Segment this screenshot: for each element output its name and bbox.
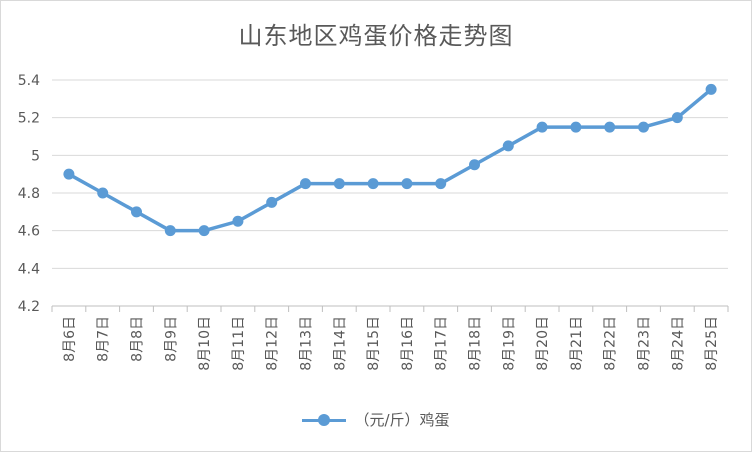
data-point xyxy=(671,112,683,124)
legend-label: （元/斤）鸡蛋 xyxy=(354,411,450,429)
x-tick-label: 8月6日 xyxy=(62,316,78,362)
chart-title: 山东地区鸡蛋价格走势图 xyxy=(238,22,514,50)
y-tick-label: 4.8 xyxy=(18,186,40,202)
x-tick-label: 8月23日 xyxy=(637,316,653,371)
x-tick-label: 8月9日 xyxy=(163,316,179,362)
x-tick-label: 8月20日 xyxy=(535,316,551,371)
data-point xyxy=(164,225,176,237)
x-tick-label: 8月15日 xyxy=(366,316,382,371)
x-tick-label: 8月22日 xyxy=(603,316,619,371)
legend: （元/斤）鸡蛋 xyxy=(0,409,752,430)
x-tick-label: 8月10日 xyxy=(197,316,213,371)
data-point xyxy=(705,83,717,95)
data-point xyxy=(502,140,514,152)
y-axis-ticks: 4.2 4.4 4.6 4.8 5 5.2 5.4 xyxy=(18,73,40,315)
data-point xyxy=(536,121,548,133)
grid-layer xyxy=(52,79,728,307)
x-tick-label: 8月24日 xyxy=(670,316,686,371)
y-tick-label: 5.2 xyxy=(18,111,40,127)
data-point xyxy=(198,225,210,237)
x-tick-label: 8月25日 xyxy=(704,316,720,371)
x-tick-label: 8月19日 xyxy=(501,316,517,371)
x-tick-label: 8月14日 xyxy=(332,316,348,371)
x-axis-ticks: 8月6日 8月7日 8月8日 8月9日 8月10日 8月11日 8月12日 8月13日 8月14… xyxy=(51,306,729,371)
x-tick-label: 8月11日 xyxy=(231,316,247,371)
x-tick-label: 8月8日 xyxy=(130,316,146,362)
x-tick-label: 8月12日 xyxy=(265,316,281,371)
x-tick-label: 8月18日 xyxy=(468,316,484,371)
y-tick-label: 4.4 xyxy=(18,261,40,277)
series-line xyxy=(67,87,713,233)
x-tick-label: 8月7日 xyxy=(96,316,112,362)
data-point xyxy=(300,178,311,190)
series-layer xyxy=(63,83,717,237)
data-point xyxy=(401,178,413,190)
data-point xyxy=(131,206,142,218)
x-tick-label: 8月13日 xyxy=(299,316,315,371)
y-tick-label: 5 xyxy=(31,148,40,164)
x-tick-label: 8月21日 xyxy=(569,316,585,371)
y-tick-label: 5.4 xyxy=(18,73,40,89)
data-point xyxy=(97,187,109,199)
x-tick-label: 8月16日 xyxy=(400,316,416,371)
data-point xyxy=(469,159,480,171)
y-tick-label: 4.6 xyxy=(18,224,40,240)
data-point xyxy=(232,215,244,227)
data-point xyxy=(604,121,616,133)
data-point xyxy=(570,121,582,133)
data-point xyxy=(638,121,649,133)
data-point xyxy=(367,178,379,190)
legend-swatch xyxy=(302,413,347,427)
x-tick-label: 8月17日 xyxy=(434,316,450,371)
y-tick-label: 4.2 xyxy=(18,299,40,315)
data-point xyxy=(63,168,75,180)
data-point xyxy=(333,178,345,190)
data-point xyxy=(435,178,447,190)
data-point xyxy=(266,196,278,208)
